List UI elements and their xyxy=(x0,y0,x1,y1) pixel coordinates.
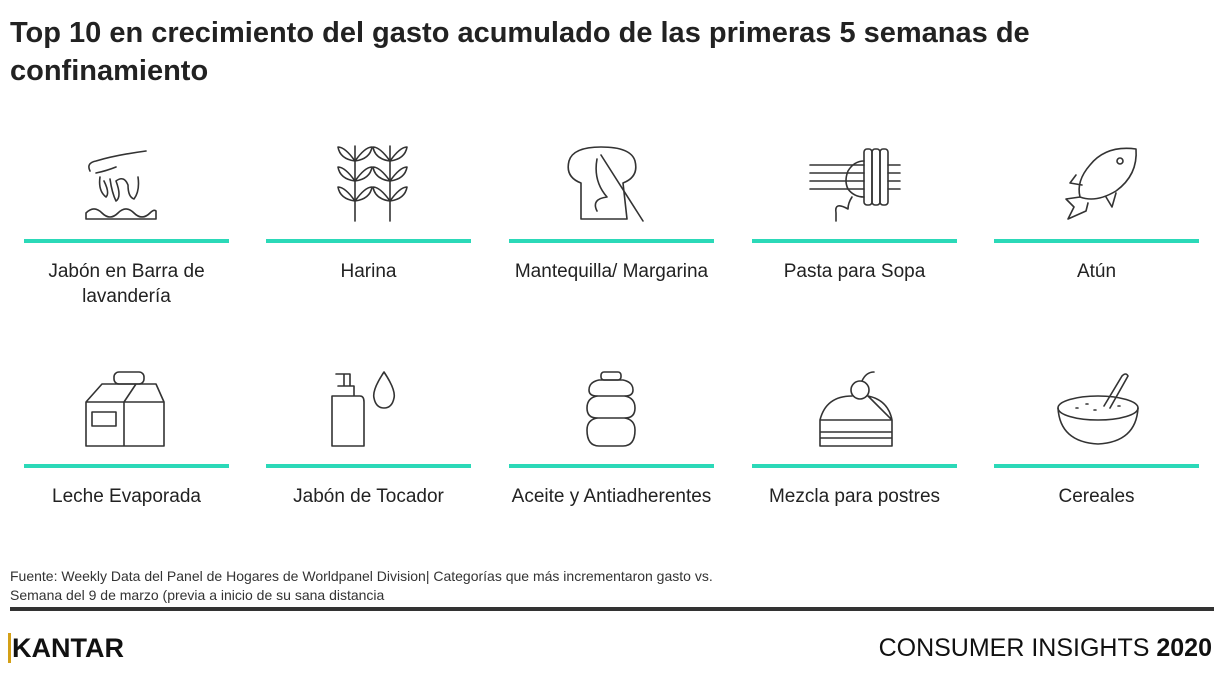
source-line-1: Fuente: Weekly Data del Panel de Hogares… xyxy=(10,568,713,584)
accent-bar xyxy=(752,464,957,468)
accent-bar xyxy=(752,239,957,243)
butter-icon xyxy=(561,141,661,231)
category-label: Jabón en Barra de lavandería xyxy=(48,261,205,307)
cake-icon xyxy=(804,366,904,456)
category-label: Harina xyxy=(340,261,397,282)
category-label: Mezcla para postres xyxy=(768,486,941,507)
year: 2020 xyxy=(1156,634,1212,662)
accent-bar xyxy=(994,464,1199,468)
category-label: Jabón de Tocador xyxy=(293,486,444,507)
hand-washing-icon xyxy=(76,141,176,231)
accent-bar xyxy=(24,464,229,468)
source-note: Fuente: Weekly Data del Panel de Hogares… xyxy=(10,567,713,605)
wheat-icon xyxy=(318,141,418,231)
accent-bar xyxy=(24,239,229,243)
accent-bar xyxy=(994,239,1199,243)
category-label: Cereales xyxy=(1058,486,1135,507)
accent-bar xyxy=(266,464,471,468)
kantar-logo: KANTAR xyxy=(8,633,124,664)
consumer-insights-label: CONSUMER INSIGHTS 2020 xyxy=(878,634,1212,662)
soap-dispenser-icon xyxy=(318,366,418,456)
fish-icon xyxy=(1046,141,1146,231)
milk-carton-icon xyxy=(76,366,176,456)
pasta-fork-icon xyxy=(804,141,904,231)
page-title: Top 10 en crecimiento del gasto acumulad… xyxy=(10,17,1030,87)
category-label: Atún xyxy=(1076,261,1117,282)
cereal-bowl-icon xyxy=(1046,366,1146,456)
oil-bottle-icon xyxy=(561,366,661,456)
accent-bar xyxy=(509,464,714,468)
category-label: Mantequilla/ Margarina xyxy=(514,261,709,282)
footer-divider xyxy=(10,607,1214,611)
source-line-2: Semana del 9 de marzo (previa a inicio d… xyxy=(10,587,385,603)
category-label: Pasta para Sopa xyxy=(783,261,926,282)
accent-bar xyxy=(266,239,471,243)
category-label: Aceite y Antiadherentes xyxy=(511,486,712,507)
accent-bar xyxy=(509,239,714,243)
category-label: Leche Evaporada xyxy=(52,486,201,507)
